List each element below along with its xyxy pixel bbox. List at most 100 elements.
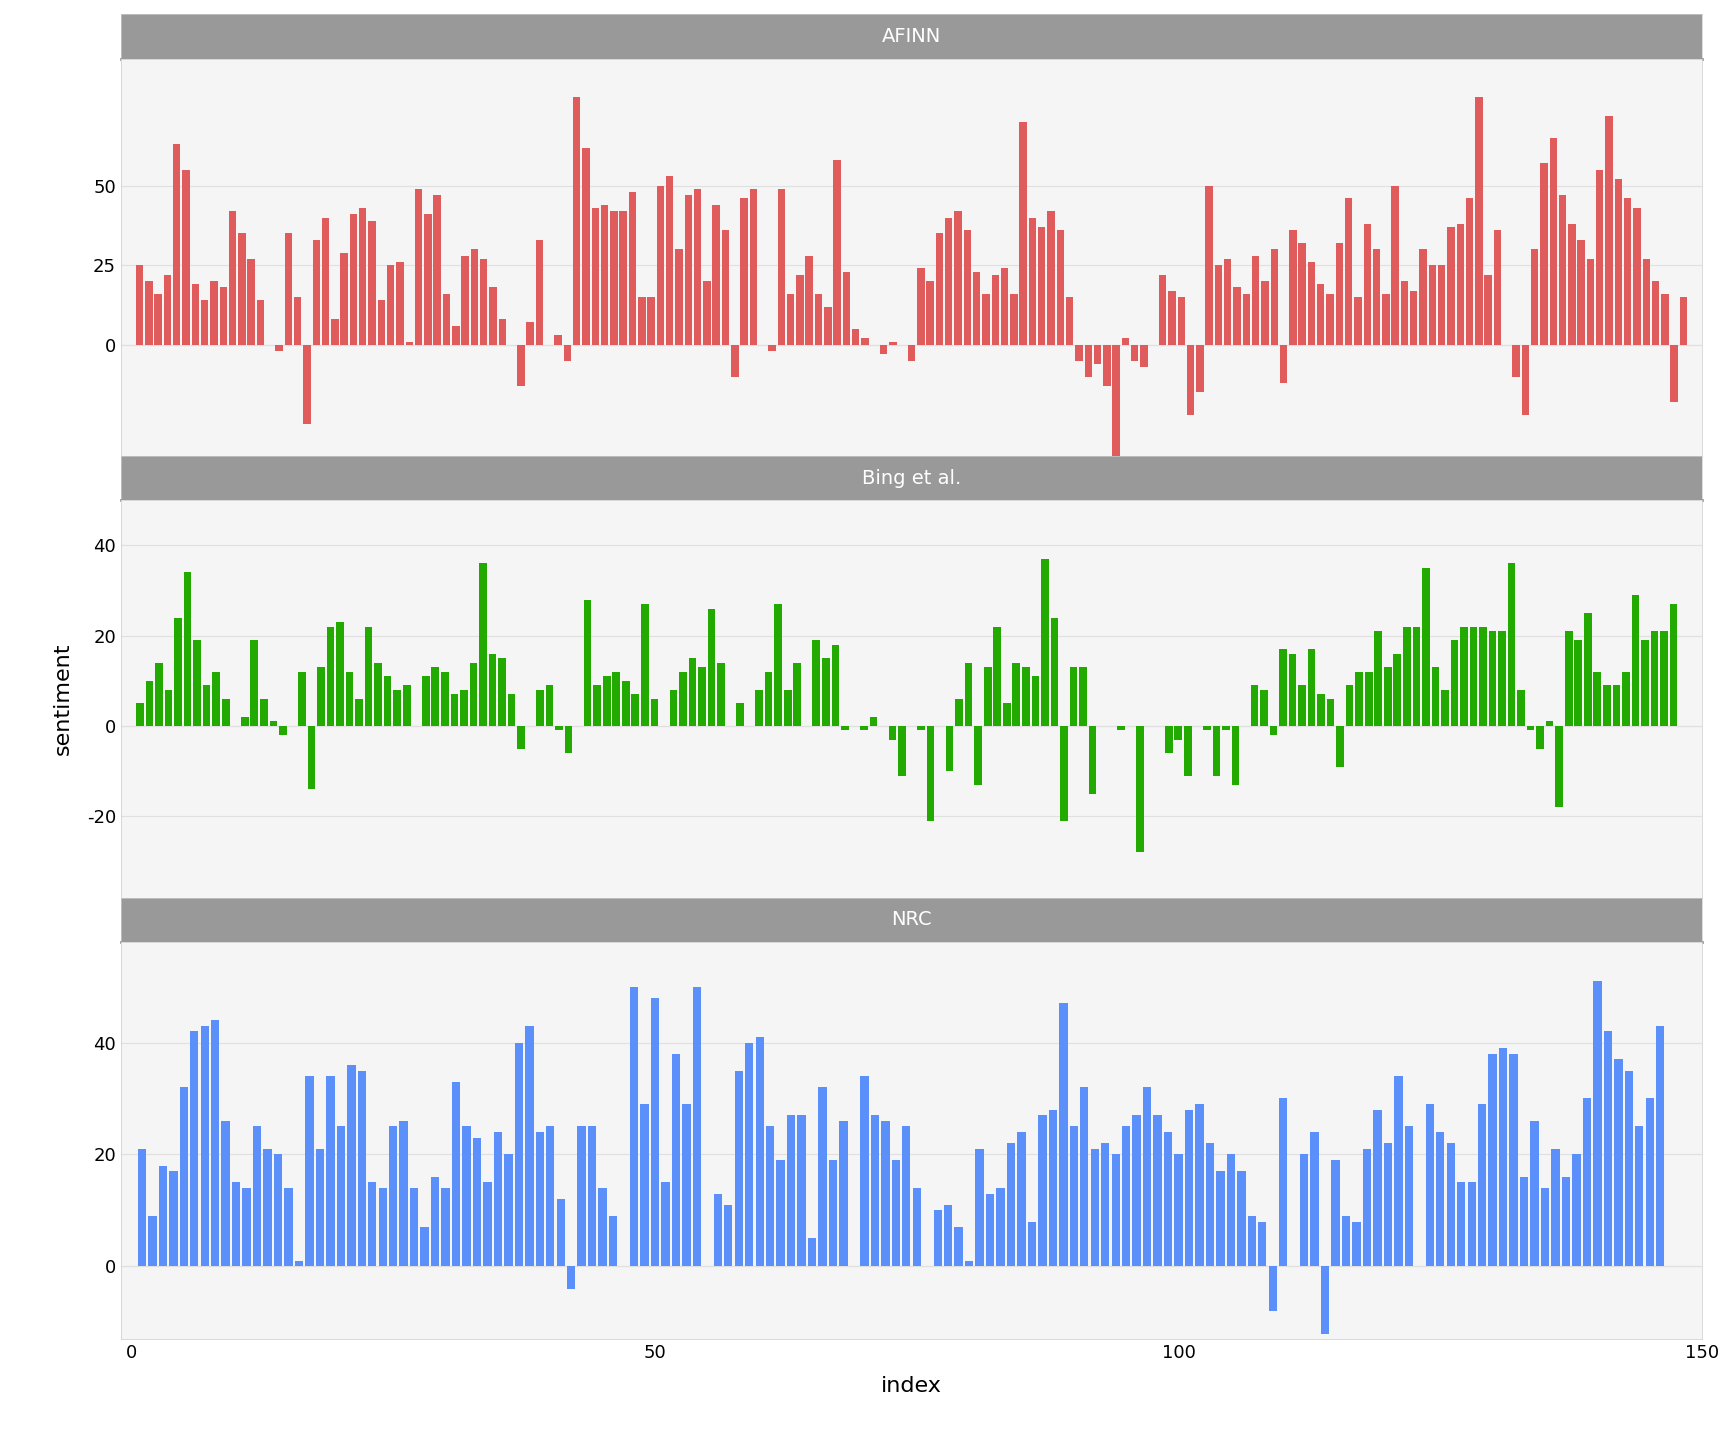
Bar bbox=[1642, 641, 1649, 726]
Bar bbox=[1363, 1149, 1372, 1266]
Bar bbox=[683, 1104, 691, 1266]
Bar bbox=[712, 204, 721, 344]
Bar bbox=[270, 721, 276, 726]
Bar bbox=[202, 685, 211, 726]
Bar bbox=[679, 672, 686, 726]
Bar bbox=[1457, 223, 1464, 344]
Bar bbox=[861, 1076, 869, 1266]
Bar bbox=[1132, 1116, 1140, 1266]
Bar bbox=[734, 1070, 743, 1266]
Bar bbox=[1137, 726, 1144, 852]
Bar bbox=[1562, 1176, 1571, 1266]
Bar bbox=[453, 325, 460, 344]
Bar bbox=[480, 259, 487, 344]
Bar bbox=[451, 694, 458, 726]
Bar bbox=[598, 1188, 607, 1266]
Bar bbox=[638, 297, 646, 344]
Text: AFINN: AFINN bbox=[881, 27, 942, 46]
Bar bbox=[766, 1126, 774, 1266]
Bar bbox=[378, 1188, 387, 1266]
Bar bbox=[337, 622, 344, 726]
Bar bbox=[816, 294, 823, 344]
Bar bbox=[1593, 672, 1602, 726]
Bar bbox=[1517, 690, 1524, 726]
Bar bbox=[389, 1126, 397, 1266]
Bar bbox=[717, 662, 724, 726]
Bar bbox=[892, 1161, 900, 1266]
Bar bbox=[1185, 1110, 1194, 1266]
Bar bbox=[1165, 1132, 1172, 1266]
Bar bbox=[1165, 726, 1173, 753]
Bar bbox=[563, 344, 572, 360]
Bar bbox=[708, 609, 715, 726]
Bar bbox=[588, 1126, 596, 1266]
Bar bbox=[665, 176, 674, 344]
Bar bbox=[831, 645, 840, 726]
Bar bbox=[1559, 196, 1566, 344]
Bar bbox=[347, 1066, 356, 1266]
Bar bbox=[1310, 1132, 1318, 1266]
Bar bbox=[1552, 1149, 1560, 1266]
Bar bbox=[1270, 249, 1279, 344]
Bar bbox=[183, 170, 190, 344]
Bar bbox=[1317, 694, 1325, 726]
Bar bbox=[145, 681, 154, 726]
Bar bbox=[1467, 1182, 1476, 1266]
Bar bbox=[1661, 294, 1669, 344]
Bar bbox=[517, 344, 525, 386]
Bar bbox=[1075, 344, 1083, 360]
Bar bbox=[211, 1020, 219, 1266]
Bar bbox=[173, 144, 180, 344]
Bar bbox=[631, 694, 639, 726]
Bar bbox=[1669, 603, 1678, 726]
Bar bbox=[676, 249, 683, 344]
Bar bbox=[489, 288, 496, 344]
Bar bbox=[1111, 1155, 1120, 1266]
Bar bbox=[1196, 1104, 1204, 1266]
Bar bbox=[956, 698, 962, 726]
Bar bbox=[238, 233, 245, 344]
Bar bbox=[567, 1266, 575, 1289]
Bar bbox=[1279, 649, 1287, 726]
Bar bbox=[819, 1087, 826, 1266]
Bar bbox=[422, 677, 430, 726]
Bar bbox=[1394, 1076, 1403, 1266]
Bar bbox=[546, 685, 553, 726]
Bar bbox=[1308, 649, 1315, 726]
Bar bbox=[137, 703, 143, 726]
Bar bbox=[247, 259, 256, 344]
Bar bbox=[840, 1120, 848, 1266]
Bar bbox=[689, 658, 696, 726]
Bar bbox=[1039, 228, 1045, 344]
Bar bbox=[378, 300, 385, 344]
Bar bbox=[1585, 613, 1591, 726]
Bar bbox=[406, 341, 413, 344]
Bar bbox=[1059, 726, 1068, 821]
Bar bbox=[1612, 685, 1621, 726]
Bar bbox=[219, 288, 226, 344]
Bar bbox=[1429, 265, 1436, 344]
Bar bbox=[1410, 291, 1417, 344]
Bar bbox=[200, 1025, 209, 1266]
Bar bbox=[399, 1120, 408, 1266]
Bar bbox=[221, 1120, 230, 1266]
Bar bbox=[1374, 631, 1382, 726]
Bar bbox=[574, 96, 581, 344]
Bar bbox=[1011, 294, 1018, 344]
Bar bbox=[499, 320, 506, 344]
Bar bbox=[190, 1031, 199, 1266]
Bar bbox=[1070, 1126, 1078, 1266]
Bar bbox=[943, 1205, 952, 1266]
Bar bbox=[318, 667, 325, 726]
Bar bbox=[619, 212, 627, 344]
Bar bbox=[415, 189, 422, 344]
Bar bbox=[1635, 1126, 1643, 1266]
Bar bbox=[1175, 726, 1182, 740]
Bar bbox=[1498, 1048, 1507, 1266]
Bar bbox=[1234, 288, 1241, 344]
Bar bbox=[1153, 1116, 1161, 1266]
Bar bbox=[1298, 243, 1306, 344]
Bar bbox=[470, 249, 479, 344]
Bar bbox=[1260, 690, 1268, 726]
Bar bbox=[137, 265, 143, 344]
